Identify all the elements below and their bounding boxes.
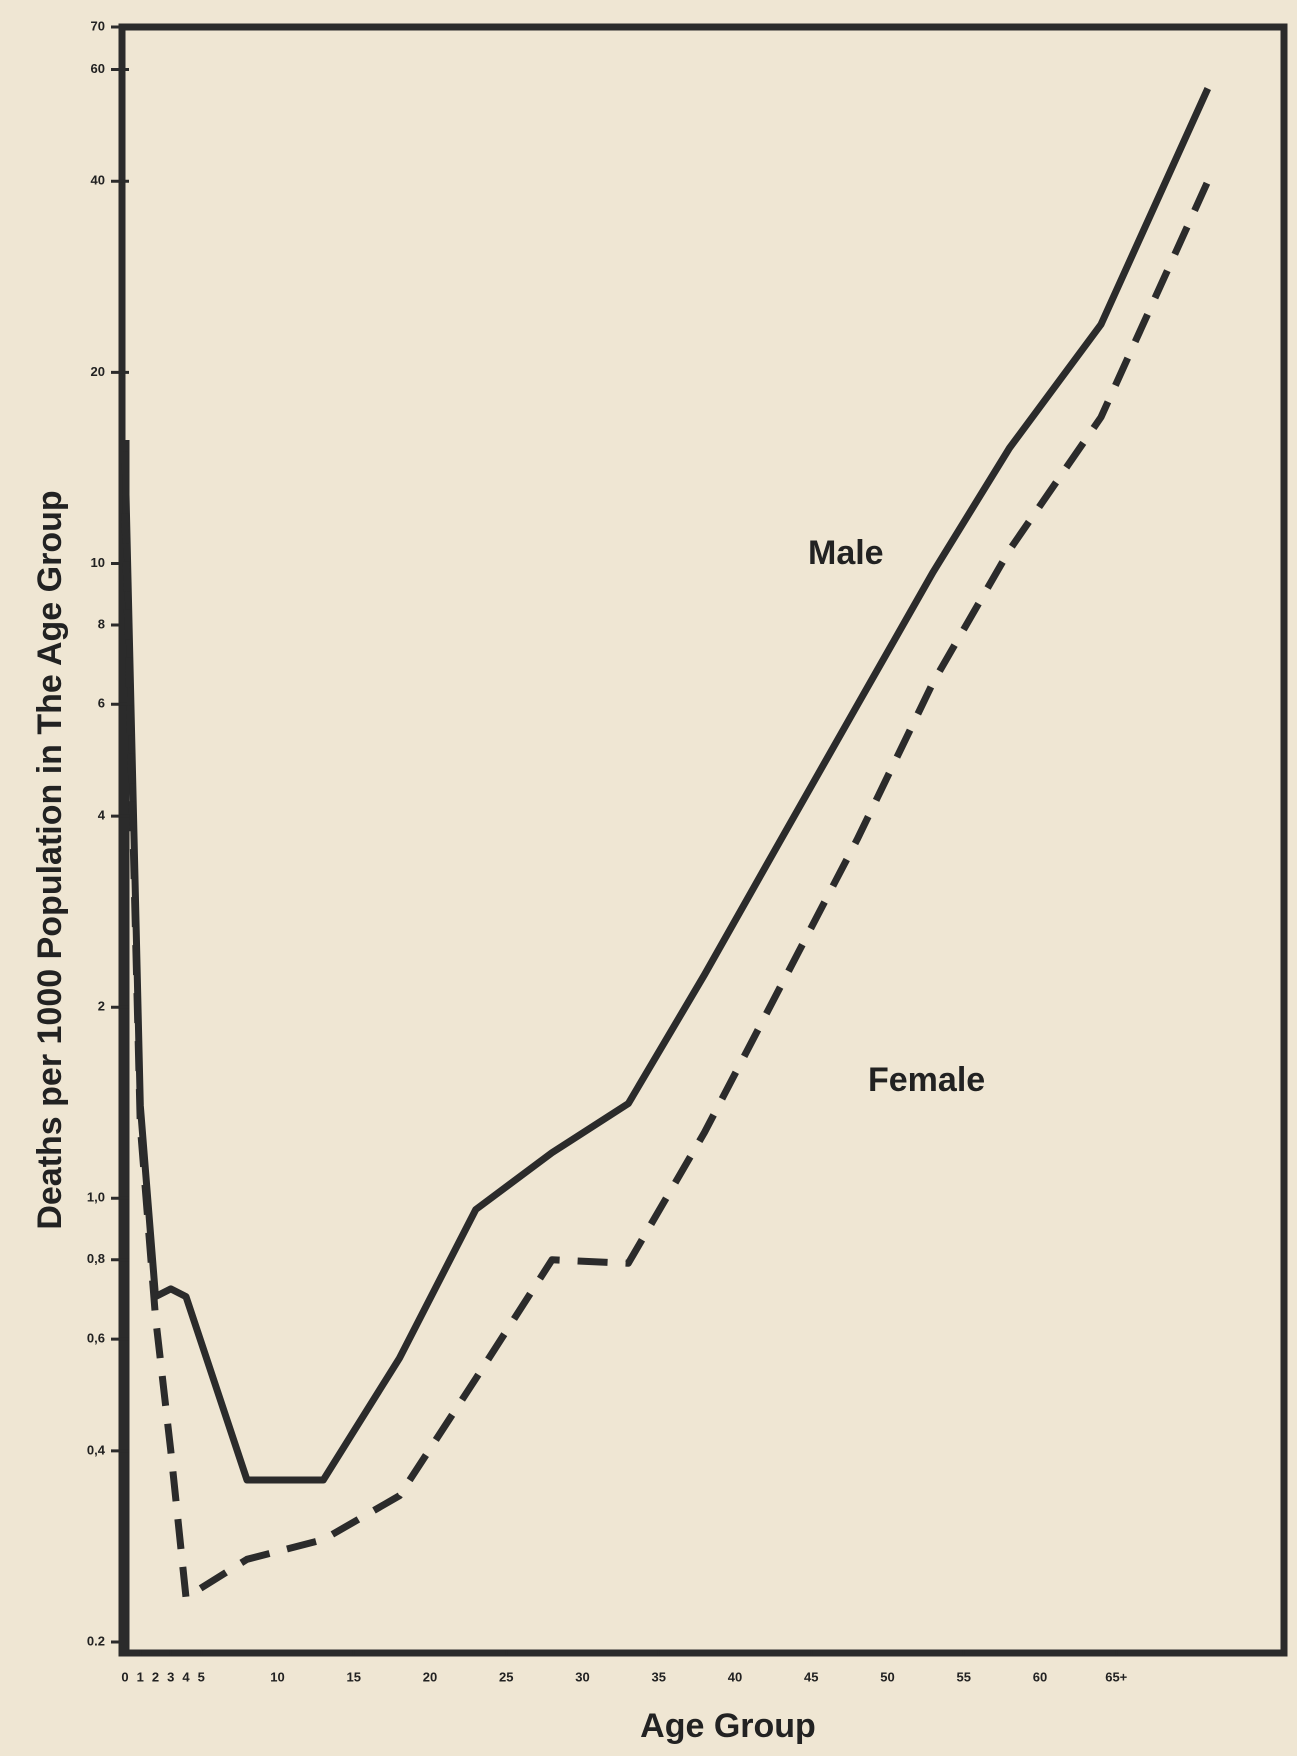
y-tick-label: 0.2 (87, 1633, 105, 1648)
x-tick-label: 45 (804, 1669, 818, 1684)
x-axis-title: Age Group (640, 1707, 816, 1745)
y-tick-label: 60 (91, 61, 105, 76)
x-tick-label: 15 (347, 1669, 361, 1684)
y-tick-label: 1,0 (87, 1190, 105, 1205)
y-tick-label: 2 (98, 999, 105, 1014)
x-tick-label: 65+ (1105, 1669, 1127, 1684)
series-label: Female (868, 1061, 985, 1099)
x-tick-label: 25 (499, 1669, 513, 1684)
series-label: Male (808, 534, 884, 572)
x-tick-label: 20 (423, 1669, 437, 1684)
y-axis-title: Deaths per 1000 Population in The Age Gr… (31, 490, 69, 1229)
y-tick-label: 70 (91, 18, 105, 33)
x-tick-label: 55 (957, 1669, 971, 1684)
x-tick-label: 0 (121, 1669, 128, 1684)
x-tick-label: 3 (167, 1669, 174, 1684)
x-tick-label: 35 (652, 1669, 666, 1684)
x-tick-label: 1 (137, 1669, 144, 1684)
y-tick-label: 6 (98, 696, 105, 711)
y-tick-label: 10 (91, 555, 105, 570)
y-tick-label: 8 (98, 616, 105, 631)
x-tick-label: 4 (182, 1669, 190, 1684)
x-tick-label: 40 (728, 1669, 742, 1684)
x-tick-label: 60 (1033, 1669, 1047, 1684)
x-tick-label: 50 (880, 1669, 894, 1684)
y-tick-label: 20 (91, 364, 105, 379)
x-tick-label: 5 (198, 1669, 205, 1684)
series-line (121, 87, 1211, 1484)
y-tick-label: 40 (91, 173, 105, 188)
x-tick-label: 2 (152, 1669, 159, 1684)
series-line (121, 179, 1211, 1601)
x-tick-label: 30 (575, 1669, 589, 1684)
y-tick-label: 0,8 (87, 1251, 105, 1266)
y-tick-label: 0,6 (87, 1331, 105, 1346)
y-tick-label: 0,4 (87, 1442, 106, 1457)
y-tick-label: 4 (98, 808, 106, 823)
x-tick-label: 10 (270, 1669, 284, 1684)
